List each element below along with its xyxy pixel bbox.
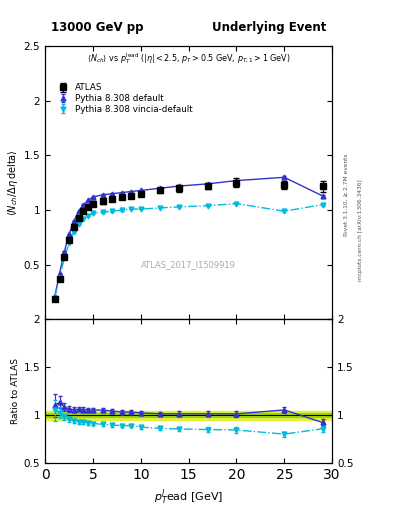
Text: Rivet 3.1.10, ≥ 2.7M events: Rivet 3.1.10, ≥ 2.7M events	[344, 153, 349, 236]
Text: Underlying Event: Underlying Event	[212, 21, 326, 34]
Y-axis label: Ratio to ATLAS: Ratio to ATLAS	[11, 358, 20, 424]
Text: $\langle N_{ch}\rangle$ vs $p_T^{\rm lead}$ ($|\eta| < 2.5$, $p_T > 0.5$ GeV, $p: $\langle N_{ch}\rangle$ vs $p_T^{\rm lea…	[87, 52, 290, 67]
Text: mcplots.cern.ch [arXiv:1306.3436]: mcplots.cern.ch [arXiv:1306.3436]	[358, 180, 363, 281]
Text: ATLAS_2017_I1509919: ATLAS_2017_I1509919	[141, 260, 236, 269]
Legend: ATLAS, Pythia 8.308 default, Pythia 8.308 vincia-default: ATLAS, Pythia 8.308 default, Pythia 8.30…	[55, 83, 192, 114]
X-axis label: $p_T^l\mathrm{ead}$ [GeV]: $p_T^l\mathrm{ead}$ [GeV]	[154, 488, 223, 507]
Y-axis label: $\langle N_{ch} / \Delta\eta\,\mathrm{delta}\rangle$: $\langle N_{ch} / \Delta\eta\,\mathrm{de…	[6, 150, 20, 216]
Text: 13000 GeV pp: 13000 GeV pp	[51, 21, 143, 34]
